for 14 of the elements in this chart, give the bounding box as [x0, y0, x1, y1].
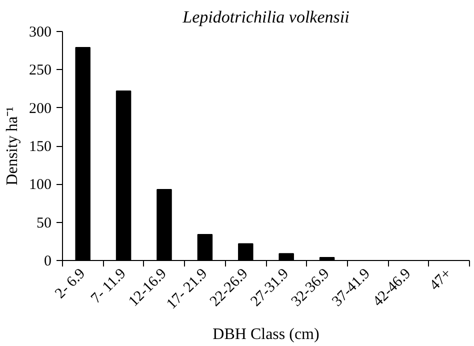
y-axis-title: Density ha⁻¹ [4, 106, 21, 186]
x-tick-label: 47+ [426, 266, 455, 294]
chart-title: Lepidotrichilia volkensii [182, 8, 350, 26]
x-axis-title: DBH Class (cm) [212, 326, 320, 344]
x-tick-label: 2- 6.9 [52, 266, 89, 302]
y-tick-label: 100 [29, 177, 52, 194]
x-tick-label: 17- 21.9 [164, 266, 211, 313]
y-tick-label: 0 [44, 254, 52, 270]
y-tick-label: 50 [36, 215, 52, 232]
y-tick-label: 250 [29, 62, 52, 79]
y-tick-label: 150 [29, 139, 52, 155]
y-tick-label: 200 [29, 100, 52, 117]
y-tick-label: 300 [29, 24, 52, 40]
x-tick-label: 7- 11.9 [88, 266, 130, 307]
